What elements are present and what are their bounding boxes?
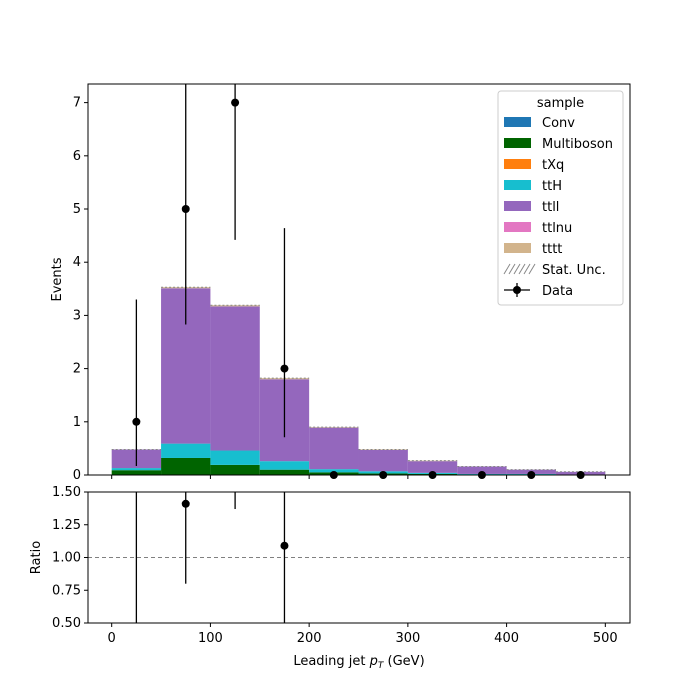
ratio-point bbox=[181, 499, 190, 508]
data-point bbox=[231, 98, 240, 107]
y-tick-label: 2 bbox=[73, 362, 81, 377]
y-tick-label: 3 bbox=[73, 308, 81, 323]
legend-hatch-line bbox=[518, 263, 526, 275]
legend-label-tttt: tttt bbox=[542, 242, 562, 257]
x-tick-label: 500 bbox=[593, 631, 618, 646]
legend-swatch-ttlnu bbox=[504, 222, 531, 232]
bar-tth-bin-1 bbox=[161, 443, 211, 458]
legend-label-stat-unc: Stat. Unc. bbox=[542, 263, 606, 278]
x-tick-label: 400 bbox=[494, 631, 519, 646]
legend-label-multiboson: Multiboson bbox=[542, 137, 613, 152]
ratio-y-tick-label: 0.50 bbox=[52, 616, 81, 631]
ratio-y-tick-label: 0.75 bbox=[52, 583, 81, 598]
data-point bbox=[181, 205, 190, 214]
legend-swatch-stat-unc bbox=[503, 263, 536, 275]
y-tick-label: 0 bbox=[73, 468, 81, 483]
ratio-y-axis-label: Ratio bbox=[29, 541, 44, 574]
x-tick-label: 0 bbox=[108, 631, 116, 646]
legend-hatch-line bbox=[523, 263, 531, 275]
ratio-y-tick-label: 1.00 bbox=[52, 551, 81, 566]
main-plot-panel: 0 1 2 3 4 5 6 7 Events bbox=[50, 83, 631, 483]
x-axis-label-math: p bbox=[369, 654, 378, 669]
legend-swatch-multiboson bbox=[504, 138, 531, 148]
data-point bbox=[132, 417, 141, 426]
y-tick-label: 4 bbox=[73, 255, 81, 270]
x-tick-label: 200 bbox=[297, 631, 322, 646]
x-axis-label: Leading jet pT (GeV) bbox=[293, 654, 424, 671]
bar-multiboson-bin-1 bbox=[161, 457, 211, 475]
x-axis-label-unit: (GeV) bbox=[383, 654, 424, 669]
bar-tth-bin-0 bbox=[111, 468, 162, 471]
bar-ttll-bin-2 bbox=[210, 306, 260, 451]
ratio-y-tick-label: 1.25 bbox=[52, 518, 81, 533]
y-tick-label: 1 bbox=[73, 415, 81, 430]
legend-label-conv: Conv bbox=[542, 116, 575, 131]
legend-title: sample bbox=[537, 96, 584, 111]
bar-multiboson-bin-2 bbox=[210, 464, 260, 475]
legend-hatch-line bbox=[513, 263, 521, 275]
legend-hatch-line bbox=[508, 263, 516, 275]
legend-label-tth: ttH bbox=[542, 179, 562, 194]
bar-multiboson-bin-0 bbox=[111, 470, 162, 475]
bar-tttt-bin-2 bbox=[210, 305, 260, 307]
y-tick-label: 7 bbox=[73, 96, 81, 111]
x-axis-label-text: Leading jet bbox=[293, 654, 369, 669]
ratio-plot-panel: 0.50 0.75 1.00 1.25 1.50 0 100 200 300 400 500 Rati… bbox=[29, 485, 631, 671]
legend-label-txq: tXq bbox=[542, 158, 564, 173]
y-tick-label: 5 bbox=[73, 202, 81, 217]
bar-tth-bin-4 bbox=[309, 469, 359, 473]
y-tick-label: 6 bbox=[73, 149, 81, 164]
main-axes-frame bbox=[87, 83, 631, 476]
legend-hatch-line bbox=[503, 263, 511, 275]
legend-swatch-ttll bbox=[504, 201, 531, 211]
bar-ttll-bin-4 bbox=[309, 427, 359, 470]
legend-label-ttll: ttll bbox=[542, 200, 559, 215]
legend-swatch-tttt bbox=[504, 243, 531, 253]
bar-multiboson-bin-3 bbox=[259, 469, 310, 475]
legend-swatch-txq bbox=[504, 159, 531, 169]
legend-label-ttlnu: ttlnu bbox=[542, 221, 572, 236]
legend-swatch-conv bbox=[504, 117, 531, 127]
legend-label-data: Data bbox=[542, 284, 573, 299]
legend-swatch-tth bbox=[504, 180, 531, 190]
bar-ttll-bin-5 bbox=[358, 449, 408, 472]
y-axis-label: Events bbox=[50, 257, 65, 301]
ratio-point bbox=[280, 541, 289, 550]
ratio-y-tick-label: 1.50 bbox=[52, 485, 81, 500]
x-axis-label-sub: T bbox=[378, 661, 385, 671]
legend: sample Conv Multiboson tXq ttH ttll ttlnu tttt S… bbox=[497, 90, 624, 306]
ratio-axes-frame bbox=[87, 491, 631, 624]
x-tick-label: 100 bbox=[198, 631, 223, 646]
bar-ttll-bin-6 bbox=[407, 461, 458, 473]
bar-ttll-bin-7 bbox=[457, 466, 507, 474]
legend-data-marker bbox=[513, 286, 521, 294]
bar-tth-bin-2 bbox=[210, 450, 260, 465]
bar-tth-bin-3 bbox=[259, 461, 310, 470]
data-point bbox=[280, 364, 289, 373]
x-tick-label: 300 bbox=[395, 631, 420, 646]
legend-hatch-line bbox=[528, 263, 536, 275]
